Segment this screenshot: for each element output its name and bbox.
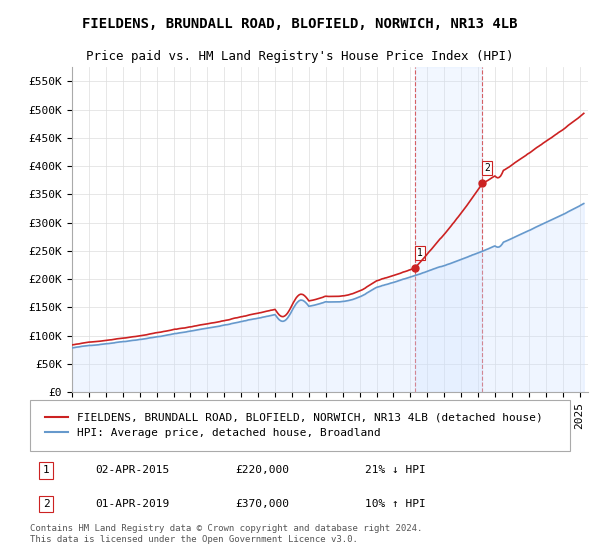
Text: Price paid vs. HM Land Registry's House Price Index (HPI): Price paid vs. HM Land Registry's House … bbox=[86, 50, 514, 63]
Text: 21% ↓ HPI: 21% ↓ HPI bbox=[365, 465, 425, 475]
FancyBboxPatch shape bbox=[30, 400, 570, 451]
Text: 01-APR-2019: 01-APR-2019 bbox=[95, 499, 169, 509]
Text: 2: 2 bbox=[484, 163, 490, 173]
Text: £370,000: £370,000 bbox=[235, 499, 289, 509]
Text: FIELDENS, BRUNDALL ROAD, BLOFIELD, NORWICH, NR13 4LB: FIELDENS, BRUNDALL ROAD, BLOFIELD, NORWI… bbox=[82, 17, 518, 31]
Text: 2: 2 bbox=[43, 499, 50, 509]
Text: Contains HM Land Registry data © Crown copyright and database right 2024.
This d: Contains HM Land Registry data © Crown c… bbox=[30, 524, 422, 544]
Bar bbox=[415, 67, 482, 392]
Legend: FIELDENS, BRUNDALL ROAD, BLOFIELD, NORWICH, NR13 4LB (detached house), HPI: Aver: FIELDENS, BRUNDALL ROAD, BLOFIELD, NORWI… bbox=[41, 408, 547, 443]
Text: £220,000: £220,000 bbox=[235, 465, 289, 475]
Text: 10% ↑ HPI: 10% ↑ HPI bbox=[365, 499, 425, 509]
Text: 1: 1 bbox=[43, 465, 50, 475]
Text: 02-APR-2015: 02-APR-2015 bbox=[95, 465, 169, 475]
Text: 1: 1 bbox=[417, 248, 422, 258]
